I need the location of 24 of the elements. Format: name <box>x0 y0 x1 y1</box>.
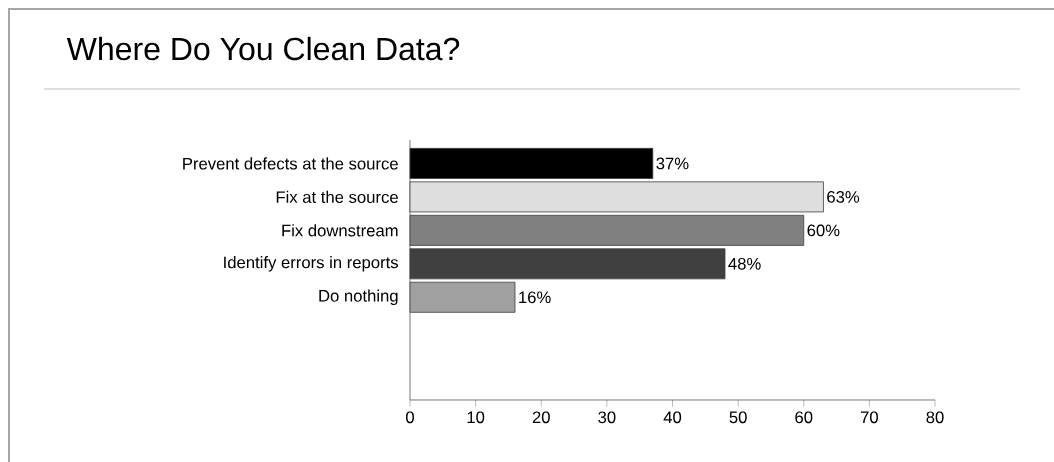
x-tick-label: 60 <box>795 411 813 424</box>
bar <box>409 248 726 280</box>
data-label: 60% <box>807 224 840 237</box>
y-tick-label: Identify errors in reports <box>224 256 398 272</box>
data-label: 37% <box>656 157 689 170</box>
x-tick-label: 20 <box>532 411 550 424</box>
data-label: 63% <box>827 191 860 203</box>
x-tick-label: 50 <box>729 411 747 424</box>
x-tick-label: 70 <box>860 411 878 424</box>
bar <box>409 214 805 246</box>
y-tick-label: Prevent defects at the source <box>183 157 398 170</box>
x-tick-label: 40 <box>663 411 682 424</box>
bar <box>409 181 824 213</box>
chart-title: Where Do You Clean Data? <box>66 36 460 61</box>
data-label: 48% <box>728 257 761 270</box>
y-tick-label: Fix downstream <box>282 224 398 237</box>
data-label: 16% <box>519 291 551 304</box>
x-tick-label: 30 <box>598 411 616 424</box>
y-tick-label: Do nothing <box>319 289 398 306</box>
x-tick-label: 10 <box>467 411 485 424</box>
bar <box>409 281 516 313</box>
x-tick-label: 80 <box>926 411 944 424</box>
y-tick-label: Fix at the source <box>276 190 398 204</box>
x-tick-label: 0 <box>406 411 414 424</box>
